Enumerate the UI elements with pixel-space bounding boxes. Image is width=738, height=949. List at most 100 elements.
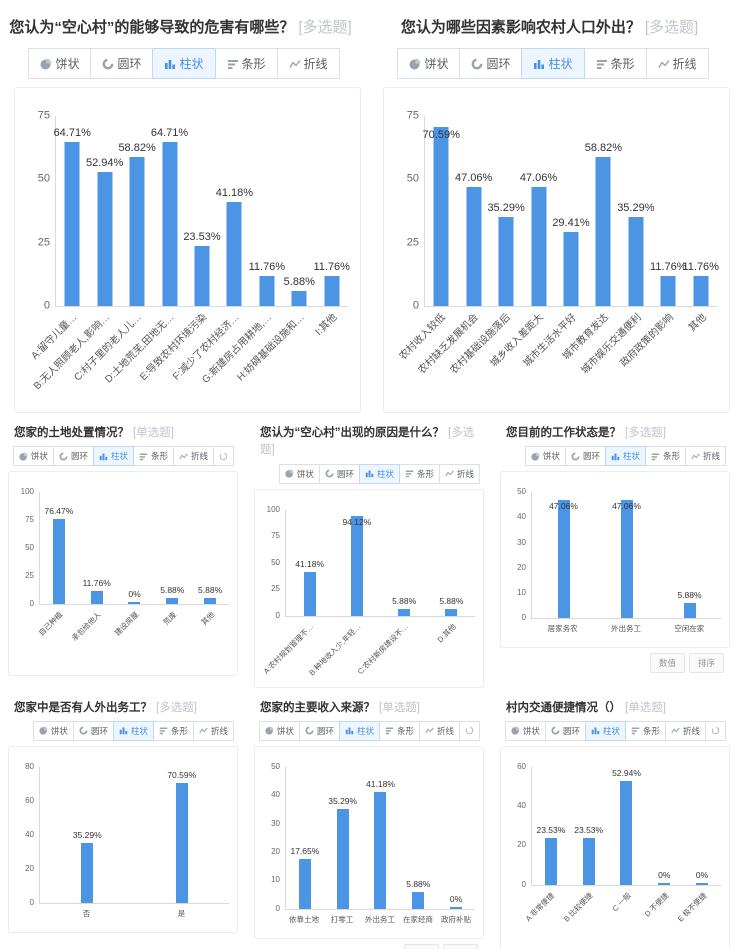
bar[interactable] bbox=[450, 906, 463, 909]
pie-chart-button[interactable]: 饼状 bbox=[504, 720, 546, 741]
pie-chart-button[interactable]: 饼状 bbox=[12, 446, 54, 467]
bar[interactable] bbox=[259, 276, 275, 306]
sort-toggle-button[interactable]: 排序 bbox=[442, 943, 478, 949]
horizontal-bar-chart-button[interactable]: 条形 bbox=[644, 446, 686, 467]
bar[interactable] bbox=[298, 858, 311, 909]
bar[interactable] bbox=[557, 499, 570, 619]
bar[interactable] bbox=[303, 571, 316, 616]
bar[interactable] bbox=[544, 838, 557, 885]
horizontal-bar-chart-button[interactable]: 条形 bbox=[132, 446, 174, 467]
bar[interactable] bbox=[696, 882, 709, 885]
y-axis-tick-label: 100 bbox=[266, 504, 280, 514]
donut-chart-button[interactable]: 圆环 bbox=[564, 446, 606, 467]
line-chart-button[interactable]: 折线 bbox=[438, 463, 480, 484]
pie-chart-button[interactable]: 饼状 bbox=[258, 720, 300, 741]
chart-card: 0 25 50 75 100 41.18% 94.12% 5.88% 5.88% A:农村规划管… bbox=[254, 488, 484, 688]
donut-chart-button[interactable]: 圆环 bbox=[459, 48, 523, 79]
extra-tool-button[interactable] bbox=[705, 720, 726, 741]
bar-chart-button[interactable]: 柱状 bbox=[604, 446, 646, 467]
bar[interactable] bbox=[398, 609, 411, 616]
bar[interactable] bbox=[194, 246, 210, 306]
pie-chart-button[interactable]: 饼状 bbox=[397, 48, 461, 79]
bar-chart-button-label: 柱状 bbox=[548, 57, 573, 71]
value-toggle-button[interactable]: 数值 bbox=[649, 653, 685, 674]
bar[interactable] bbox=[97, 171, 113, 306]
bar[interactable] bbox=[350, 515, 363, 616]
pie-chart-button[interactable]: 饼状 bbox=[524, 446, 566, 467]
donut-chart-button[interactable]: 圆环 bbox=[90, 48, 154, 79]
bar[interactable] bbox=[466, 186, 482, 306]
pie-chart-button[interactable]: 饼状 bbox=[28, 48, 92, 79]
bar[interactable] bbox=[374, 791, 387, 909]
bar-chart-button[interactable]: 柱状 bbox=[112, 720, 154, 741]
y-axis-tick-label: 40 bbox=[25, 829, 34, 839]
donut-chart-button[interactable]: 圆环 bbox=[544, 720, 586, 741]
bar[interactable] bbox=[658, 882, 671, 885]
bar[interactable] bbox=[595, 157, 611, 306]
bar[interactable] bbox=[291, 291, 307, 306]
extra-tool-button[interactable] bbox=[213, 446, 234, 467]
bar-chart-button[interactable]: 柱状 bbox=[338, 720, 380, 741]
sort-toggle-button[interactable]: 排序 bbox=[688, 653, 724, 674]
bar[interactable] bbox=[683, 603, 696, 619]
line-chart-button[interactable]: 折线 bbox=[664, 720, 706, 741]
bar[interactable] bbox=[52, 518, 65, 605]
bar-chart-button[interactable]: 柱状 bbox=[92, 446, 134, 467]
line-chart-button[interactable]: 折线 bbox=[192, 720, 234, 741]
bar[interactable] bbox=[660, 276, 676, 306]
bar[interactable] bbox=[81, 842, 94, 903]
bar-chart-button[interactable]: 柱状 bbox=[152, 48, 216, 79]
bar[interactable] bbox=[162, 142, 178, 306]
bar[interactable] bbox=[531, 186, 547, 306]
bar[interactable] bbox=[628, 216, 644, 306]
bar[interactable] bbox=[412, 892, 425, 909]
bar[interactable] bbox=[175, 782, 188, 903]
horizontal-bar-chart-button[interactable]: 条形 bbox=[152, 720, 194, 741]
bar[interactable] bbox=[445, 609, 458, 616]
x-axis-slot: E 极不便捷 bbox=[676, 886, 721, 948]
bar[interactable] bbox=[620, 499, 633, 619]
horizontal-bar-chart-button[interactable]: 条形 bbox=[398, 463, 440, 484]
bar[interactable] bbox=[336, 808, 349, 909]
question-title-text: 您认为“空心村”的能够导致的危害有哪些？ bbox=[9, 19, 295, 36]
x-axis-slot: 政府政策的影响 bbox=[619, 307, 685, 402]
line-chart-button[interactable]: 折线 bbox=[172, 446, 214, 467]
line-chart-button[interactable]: 折线 bbox=[645, 48, 709, 79]
bar[interactable] bbox=[433, 127, 449, 306]
bar-chart-button[interactable]: 柱状 bbox=[521, 48, 585, 79]
horizontal-bar-chart-button[interactable]: 条形 bbox=[378, 720, 420, 741]
bar[interactable] bbox=[498, 216, 514, 306]
pie-chart-button[interactable]: 饼状 bbox=[32, 720, 74, 741]
bar[interactable] bbox=[64, 142, 80, 306]
line-chart-button[interactable]: 折线 bbox=[276, 48, 340, 79]
pie-chart-button[interactable]: 饼状 bbox=[278, 463, 320, 484]
bar[interactable] bbox=[128, 602, 141, 605]
bar-slot: 5.88% bbox=[658, 492, 721, 619]
donut-chart-button[interactable]: 圆环 bbox=[318, 463, 360, 484]
extra-tool-button[interactable] bbox=[459, 720, 480, 741]
bar[interactable] bbox=[582, 838, 595, 885]
donut-chart-button[interactable]: 圆环 bbox=[72, 720, 114, 741]
donut-chart-button[interactable]: 圆环 bbox=[52, 446, 94, 467]
line-chart-button[interactable]: 折线 bbox=[684, 446, 726, 467]
line-chart-button[interactable]: 折线 bbox=[418, 720, 460, 741]
bar[interactable] bbox=[620, 780, 633, 885]
bar[interactable] bbox=[204, 597, 217, 605]
x-axis-slot: 是 bbox=[134, 904, 229, 924]
bar[interactable] bbox=[166, 597, 179, 605]
horizontal-bar-chart-button[interactable]: 条形 bbox=[214, 48, 278, 79]
donut-chart-button[interactable]: 圆环 bbox=[298, 720, 340, 741]
bar-chart-button[interactable]: 柱状 bbox=[584, 720, 626, 741]
horizontal-bar-chart-button[interactable]: 条形 bbox=[583, 48, 647, 79]
value-toggle-button[interactable]: 数值 bbox=[403, 943, 439, 949]
bar[interactable] bbox=[693, 276, 709, 306]
bar-slot: 23.53% bbox=[183, 116, 221, 306]
horizontal-bar-chart-button[interactable]: 条形 bbox=[624, 720, 666, 741]
bar[interactable] bbox=[324, 276, 340, 306]
x-axis-labels: 自己种植 承包给他人 建设房屋 荒废 其他 bbox=[37, 605, 229, 667]
bar-chart-button[interactable]: 柱状 bbox=[358, 463, 400, 484]
bar[interactable] bbox=[129, 157, 145, 306]
bar[interactable] bbox=[90, 591, 103, 605]
bar[interactable] bbox=[563, 231, 579, 306]
bar[interactable] bbox=[226, 201, 242, 306]
